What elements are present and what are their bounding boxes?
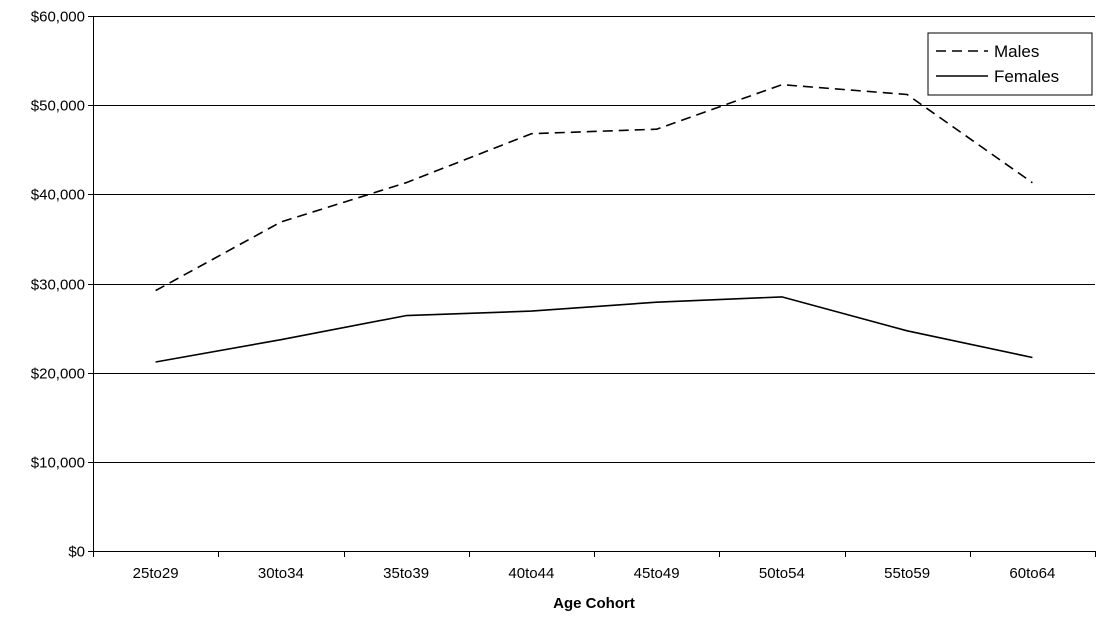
gridlines	[93, 16, 1095, 463]
legend: Males Females	[927, 32, 1093, 96]
legend-label-females: Females	[994, 67, 1059, 86]
y-tick-label: $50,000	[31, 98, 85, 115]
x-tick-label: 50to54	[759, 565, 805, 582]
x-tick-label: 40to44	[508, 565, 554, 582]
legend-label-males: Males	[994, 42, 1039, 61]
x-tick-label: 35to39	[383, 565, 429, 582]
y-tick-label: $30,000	[31, 277, 85, 294]
series-layer	[155, 83, 1033, 363]
x-axis-ticks: 25to29 30to34 35to39 40to44 45to49 50to54 55to…	[93, 551, 1096, 582]
y-tick-label: $10,000	[31, 455, 85, 472]
legend-box	[927, 32, 1093, 96]
y-tick-label: $60,000	[31, 9, 85, 26]
x-axis-title: Age Cohort	[553, 595, 635, 612]
x-tick-label: 55to59	[884, 565, 930, 582]
x-tick-label: 60to64	[1009, 565, 1055, 582]
series-line-males	[155, 83, 1033, 292]
y-tick-label: $40,000	[31, 187, 85, 204]
y-tick-label: $20,000	[31, 366, 85, 383]
x-tick-label: 30to34	[258, 565, 304, 582]
series-line-females	[155, 296, 1033, 363]
x-tick-label: 25to29	[133, 565, 179, 582]
axes	[93, 16, 1095, 552]
y-axis-ticks: $0 $10,000 $20,000 $30,000 $40,000 $50,000 $60…	[31, 9, 93, 561]
y-tick-label: $0	[68, 544, 85, 561]
x-tick-label: 45to49	[634, 565, 680, 582]
